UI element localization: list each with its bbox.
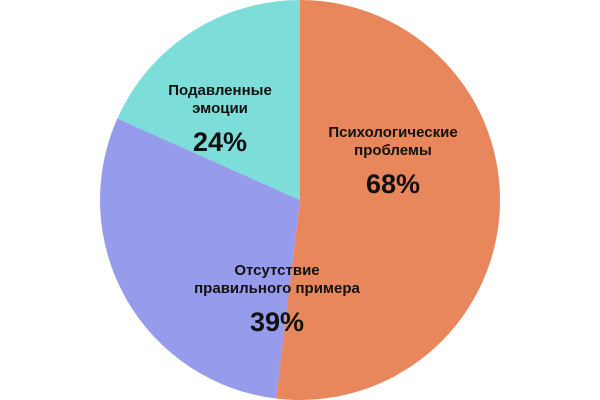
slice-label-line: Психологические <box>328 124 457 141</box>
slice-label-line: эмоции <box>192 100 248 117</box>
slice-label-line: проблемы <box>354 142 432 159</box>
slice-value-label: 68% <box>366 169 420 199</box>
slice-label-line: Отсутствие <box>234 262 319 279</box>
slice-value-label: 39% <box>250 307 304 337</box>
slice-value-label: 24% <box>193 127 247 157</box>
pie-slice-3 <box>117 0 300 200</box>
pie-slice-1 <box>276 0 501 400</box>
pie-slices <box>100 0 501 400</box>
pie-slice-2 <box>100 118 300 399</box>
slice-label-line: Подавленные <box>168 82 272 99</box>
slice-label-line: правильного примера <box>194 280 360 297</box>
